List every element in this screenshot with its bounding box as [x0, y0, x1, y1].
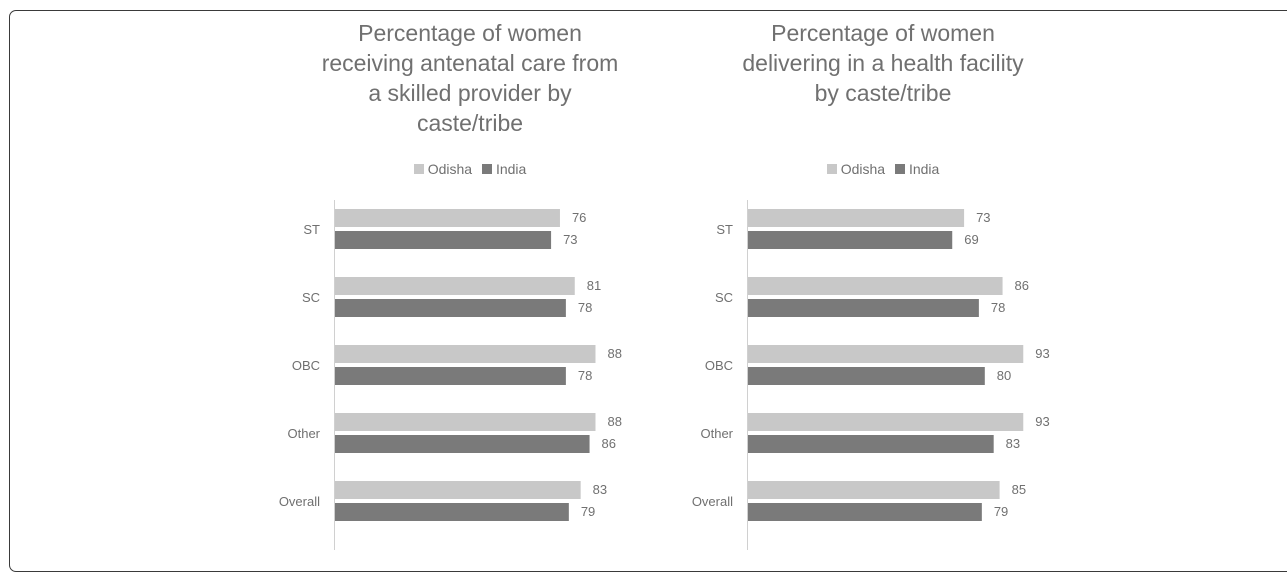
legend-swatch-odisha [413, 164, 424, 174]
legend-label-odisha: Odisha [840, 161, 886, 177]
data-label-odisha-sc: 81 [587, 278, 601, 293]
chart-title-line: Percentage of women [771, 20, 995, 46]
bar-india-other [335, 435, 590, 453]
legend-item-odisha: Odisha [413, 161, 473, 177]
bar-india-obc [748, 367, 985, 385]
category-label-st: ST [303, 222, 320, 237]
bar-india-st [335, 231, 552, 249]
data-label-india-overall: 79 [994, 504, 1008, 519]
data-label-odisha-sc: 86 [1015, 278, 1029, 293]
data-label-india-overall: 79 [581, 504, 595, 519]
chart-title-line: by caste/tribe [814, 80, 952, 106]
chart-title-line: Percentage of women [358, 20, 582, 46]
data-label-india-obc: 78 [578, 368, 592, 383]
legend-item-india: India [894, 161, 940, 177]
category-label-other: Other [700, 426, 733, 441]
data-label-odisha-other: 93 [1035, 414, 1049, 429]
bar-odisha-obc [335, 345, 596, 363]
data-label-odisha-obc: 93 [1035, 346, 1049, 361]
chart-antenatal-care: Percentage of women receiving antenatal … [260, 0, 680, 550]
bar-odisha-other [748, 413, 1024, 431]
chart-title-line: receiving antenatal care from [321, 50, 619, 76]
legend-label-odisha: Odisha [427, 161, 473, 177]
legend-item-india: India [481, 161, 527, 177]
category-label-overall: Overall [692, 494, 733, 509]
chart-title-line: delivering in a health facility [742, 50, 1024, 76]
legend: Odisha India [673, 161, 1093, 177]
legend-item-odisha: Odisha [826, 161, 886, 177]
chart-title-line: caste/tribe [416, 110, 524, 136]
data-label-india-sc: 78 [578, 300, 592, 315]
data-label-india-sc: 78 [991, 300, 1005, 315]
legend: Odisha India [260, 161, 680, 177]
data-label-india-other: 83 [1006, 436, 1020, 451]
bar-india-obc [335, 367, 566, 385]
chart-title-line: a skilled provider by [368, 80, 572, 106]
bar-india-sc [335, 299, 566, 317]
legend-swatch-odisha [826, 164, 837, 174]
data-label-odisha-st: 76 [572, 210, 586, 225]
chart-title: Percentage of women delivering in a heal… [673, 18, 1093, 108]
chart-title: Percentage of women receiving antenatal … [260, 18, 680, 138]
bar-odisha-sc [748, 277, 1003, 295]
data-label-odisha-overall: 83 [593, 482, 607, 497]
category-label-sc: SC [302, 290, 320, 305]
category-label-sc: SC [715, 290, 733, 305]
bar-odisha-sc [335, 277, 575, 295]
data-label-india-st: 69 [964, 232, 978, 247]
category-label-obc: OBC [705, 358, 733, 373]
chart-facility-delivery: Percentage of women delivering in a heal… [673, 0, 1093, 550]
data-label-odisha-other: 88 [607, 414, 621, 429]
bar-india-overall [748, 503, 982, 521]
data-label-india-obc: 80 [997, 368, 1011, 383]
category-label-overall: Overall [279, 494, 320, 509]
bar-odisha-overall [335, 481, 581, 499]
bar-odisha-st [335, 209, 560, 227]
bar-india-other [748, 435, 994, 453]
plot-area: ST 76 73 SC 81 78 OBC 88 78 Other 88 86 Overall 83 79 [279, 200, 622, 550]
bar-india-overall [335, 503, 569, 521]
legend-swatch-india [481, 164, 492, 174]
data-label-odisha-st: 73 [976, 210, 990, 225]
legend-swatch-india [894, 164, 905, 174]
bar-odisha-st [748, 209, 965, 227]
bar-odisha-other [335, 413, 596, 431]
category-label-st: ST [716, 222, 733, 237]
data-label-odisha-overall: 85 [1012, 482, 1026, 497]
bar-india-sc [748, 299, 979, 317]
figure-frame [9, 10, 1287, 572]
data-label-odisha-obc: 88 [607, 346, 621, 361]
legend-label-india: India [495, 161, 527, 177]
plot-area: ST 73 69 SC 86 78 OBC 93 80 Other 93 83 Overall 85 79 [692, 200, 1050, 550]
bar-odisha-obc [748, 345, 1024, 363]
legend-label-india: India [908, 161, 940, 177]
bar-india-st [748, 231, 953, 249]
bar-odisha-overall [748, 481, 1000, 499]
category-label-obc: OBC [292, 358, 320, 373]
data-label-india-st: 73 [563, 232, 577, 247]
data-label-india-other: 86 [602, 436, 616, 451]
category-label-other: Other [287, 426, 320, 441]
